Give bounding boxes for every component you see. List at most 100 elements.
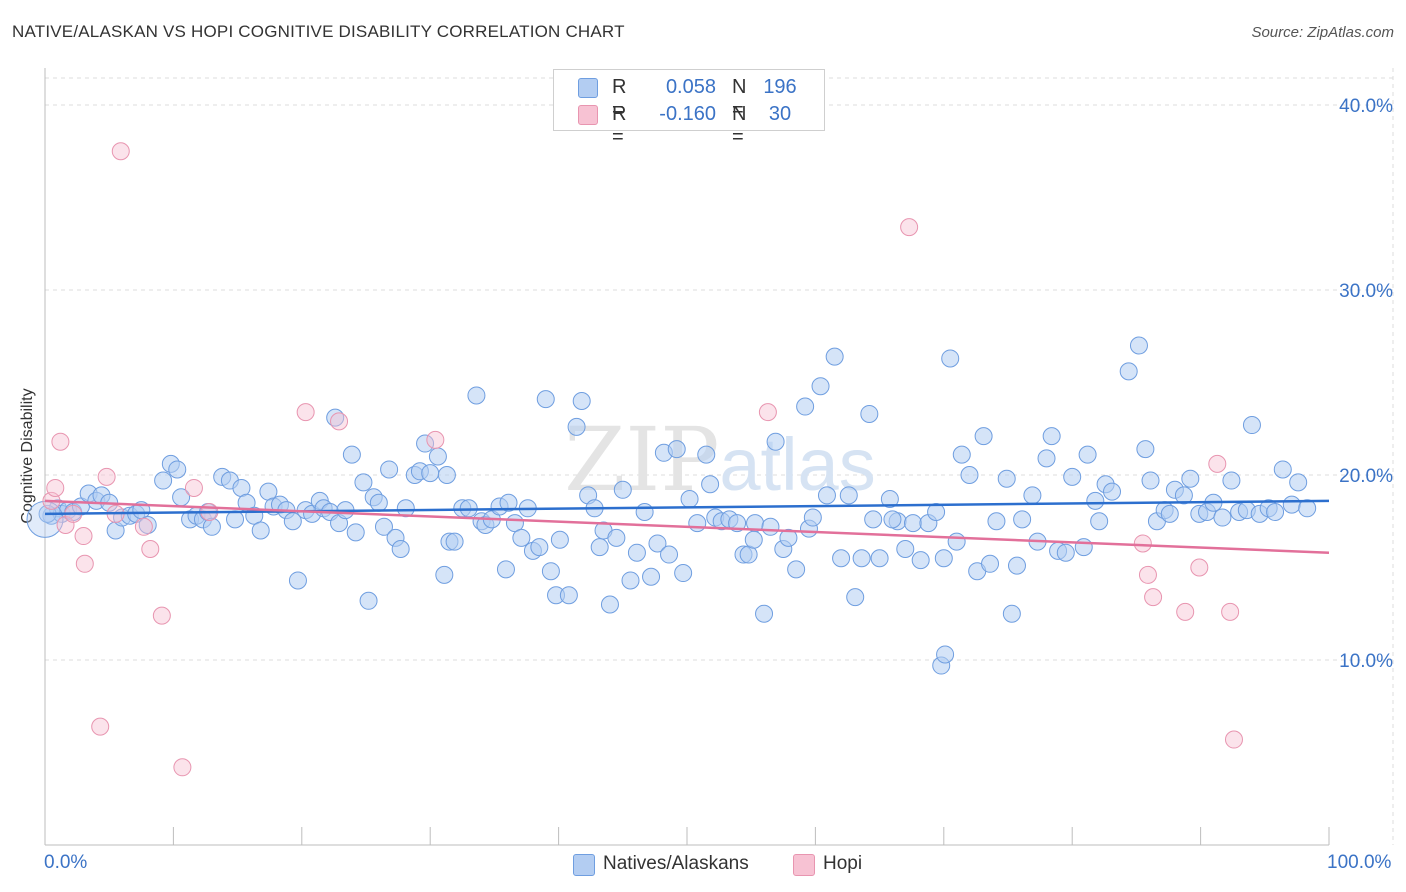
- data-point-natives: [369, 493, 388, 512]
- data-point-hopi: [1176, 602, 1195, 621]
- series-legend: Natives/Alaskans Hopi: [0, 852, 1406, 878]
- data-point-natives: [590, 538, 609, 557]
- data-point-hopi: [75, 554, 94, 573]
- data-point-natives: [536, 390, 555, 409]
- data-point-natives: [1242, 416, 1261, 435]
- data-point-hopi: [1138, 565, 1157, 584]
- data-point-natives: [202, 517, 221, 536]
- data-point-hopi: [111, 142, 130, 161]
- data-point-hopi: [1133, 534, 1152, 553]
- data-point-natives: [496, 560, 515, 579]
- data-point-natives: [1103, 482, 1122, 501]
- source-credit: Source: ZipAtlas.com: [1251, 24, 1394, 41]
- data-point-natives: [1023, 486, 1042, 505]
- x-tick-label-max: 100.0%: [1327, 852, 1392, 873]
- data-point-hopi: [46, 478, 65, 497]
- data-point-hopi: [173, 758, 192, 777]
- data-point-natives: [1129, 336, 1148, 355]
- legend-r-label: R =: [612, 103, 627, 148]
- data-point-natives: [621, 571, 640, 590]
- legend-swatch-blue: [578, 78, 598, 98]
- data-point-natives: [860, 404, 879, 423]
- y-tick-label: 40.0%: [1339, 96, 1393, 117]
- data-point-hopi: [1208, 454, 1227, 473]
- data-point-natives: [168, 460, 187, 479]
- data-point-natives: [391, 540, 410, 558]
- legend-n-value: 30: [768, 103, 792, 125]
- data-point-natives: [1007, 556, 1026, 575]
- data-point-natives: [779, 528, 798, 547]
- axes: [44, 68, 1330, 846]
- data-point-natives: [960, 466, 979, 484]
- correlation-legend: R = 0.058 N = 196 R = -0.160 N = 30: [553, 69, 825, 148]
- watermark: ZIPatlas: [564, 408, 875, 511]
- data-point-natives: [1136, 440, 1155, 459]
- data-point-natives: [728, 514, 747, 533]
- legend-label-hopi: Hopi: [823, 853, 863, 874]
- data-point-natives: [1056, 543, 1075, 562]
- data-point-natives: [680, 490, 699, 509]
- data-point-natives: [864, 510, 883, 529]
- data-point-hopi: [184, 478, 203, 497]
- data-point-natives: [1086, 491, 1105, 510]
- data-point-natives: [832, 549, 851, 568]
- data-point-natives: [852, 549, 871, 568]
- data-point-natives: [981, 554, 1000, 573]
- data-point-hopi: [1224, 730, 1243, 749]
- y-tick-label: 20.0%: [1339, 466, 1393, 487]
- legend-swatch-natives: [573, 854, 595, 876]
- data-point-natives: [1266, 503, 1285, 521]
- data-point-natives: [927, 503, 946, 521]
- y-tick-labels: 10.0% 20.0% 30.0% 40.0%: [1339, 96, 1393, 672]
- data-point-natives: [755, 604, 774, 623]
- data-point-natives: [697, 445, 716, 464]
- data-point-natives: [380, 460, 399, 479]
- data-point-hopi: [1190, 558, 1209, 577]
- data-point-natives: [987, 512, 1006, 531]
- data-point-natives: [1042, 427, 1061, 446]
- data-point-natives: [251, 521, 270, 540]
- data-point-hopi: [91, 717, 110, 736]
- data-point-natives: [435, 565, 454, 584]
- data-point-natives: [1289, 473, 1308, 492]
- data-point-natives: [1002, 604, 1021, 623]
- legend-r-label: R =: [612, 76, 627, 121]
- data-point-natives: [1174, 486, 1193, 505]
- data-point-natives: [688, 514, 707, 533]
- data-point-natives: [283, 512, 302, 531]
- data-point-natives: [997, 469, 1016, 488]
- data-point-natives: [1090, 512, 1109, 531]
- data-point-natives: [567, 417, 586, 436]
- data-point-natives: [941, 349, 960, 368]
- data-point-natives: [226, 510, 245, 529]
- data-point-hopi: [141, 540, 160, 558]
- data-point-hopi: [296, 403, 315, 422]
- legend-n-label: N =: [732, 103, 747, 148]
- legend-swatch-hopi: [793, 854, 815, 876]
- data-point-natives: [974, 427, 993, 446]
- data-point-natives: [607, 528, 626, 547]
- data-point-natives: [883, 510, 902, 529]
- data-point-natives: [354, 473, 373, 492]
- data-point-natives: [803, 508, 822, 527]
- data-point-natives: [428, 447, 447, 466]
- data-point-natives: [467, 386, 486, 405]
- data-point-natives: [374, 517, 393, 536]
- data-point-natives: [445, 532, 464, 551]
- chart-title: NATIVE/ALASKAN VS HOPI COGNITIVE DISABIL…: [12, 22, 625, 41]
- data-point-natives: [744, 530, 763, 549]
- data-point-natives: [1037, 449, 1056, 468]
- data-point-natives: [559, 586, 578, 605]
- trend-line-hopi: [44, 499, 1330, 554]
- data-point-natives: [766, 432, 785, 451]
- data-point-hopi: [330, 412, 349, 431]
- data-point-natives: [416, 434, 435, 453]
- data-point-natives: [787, 560, 806, 579]
- data-point-natives: [1273, 460, 1292, 479]
- data-point-natives: [903, 514, 922, 533]
- data-point-hopi: [758, 403, 777, 422]
- data-point-hopi: [900, 218, 919, 237]
- data-point-natives: [154, 471, 173, 490]
- data-point-natives: [342, 445, 361, 464]
- data-point-hopi: [134, 517, 153, 536]
